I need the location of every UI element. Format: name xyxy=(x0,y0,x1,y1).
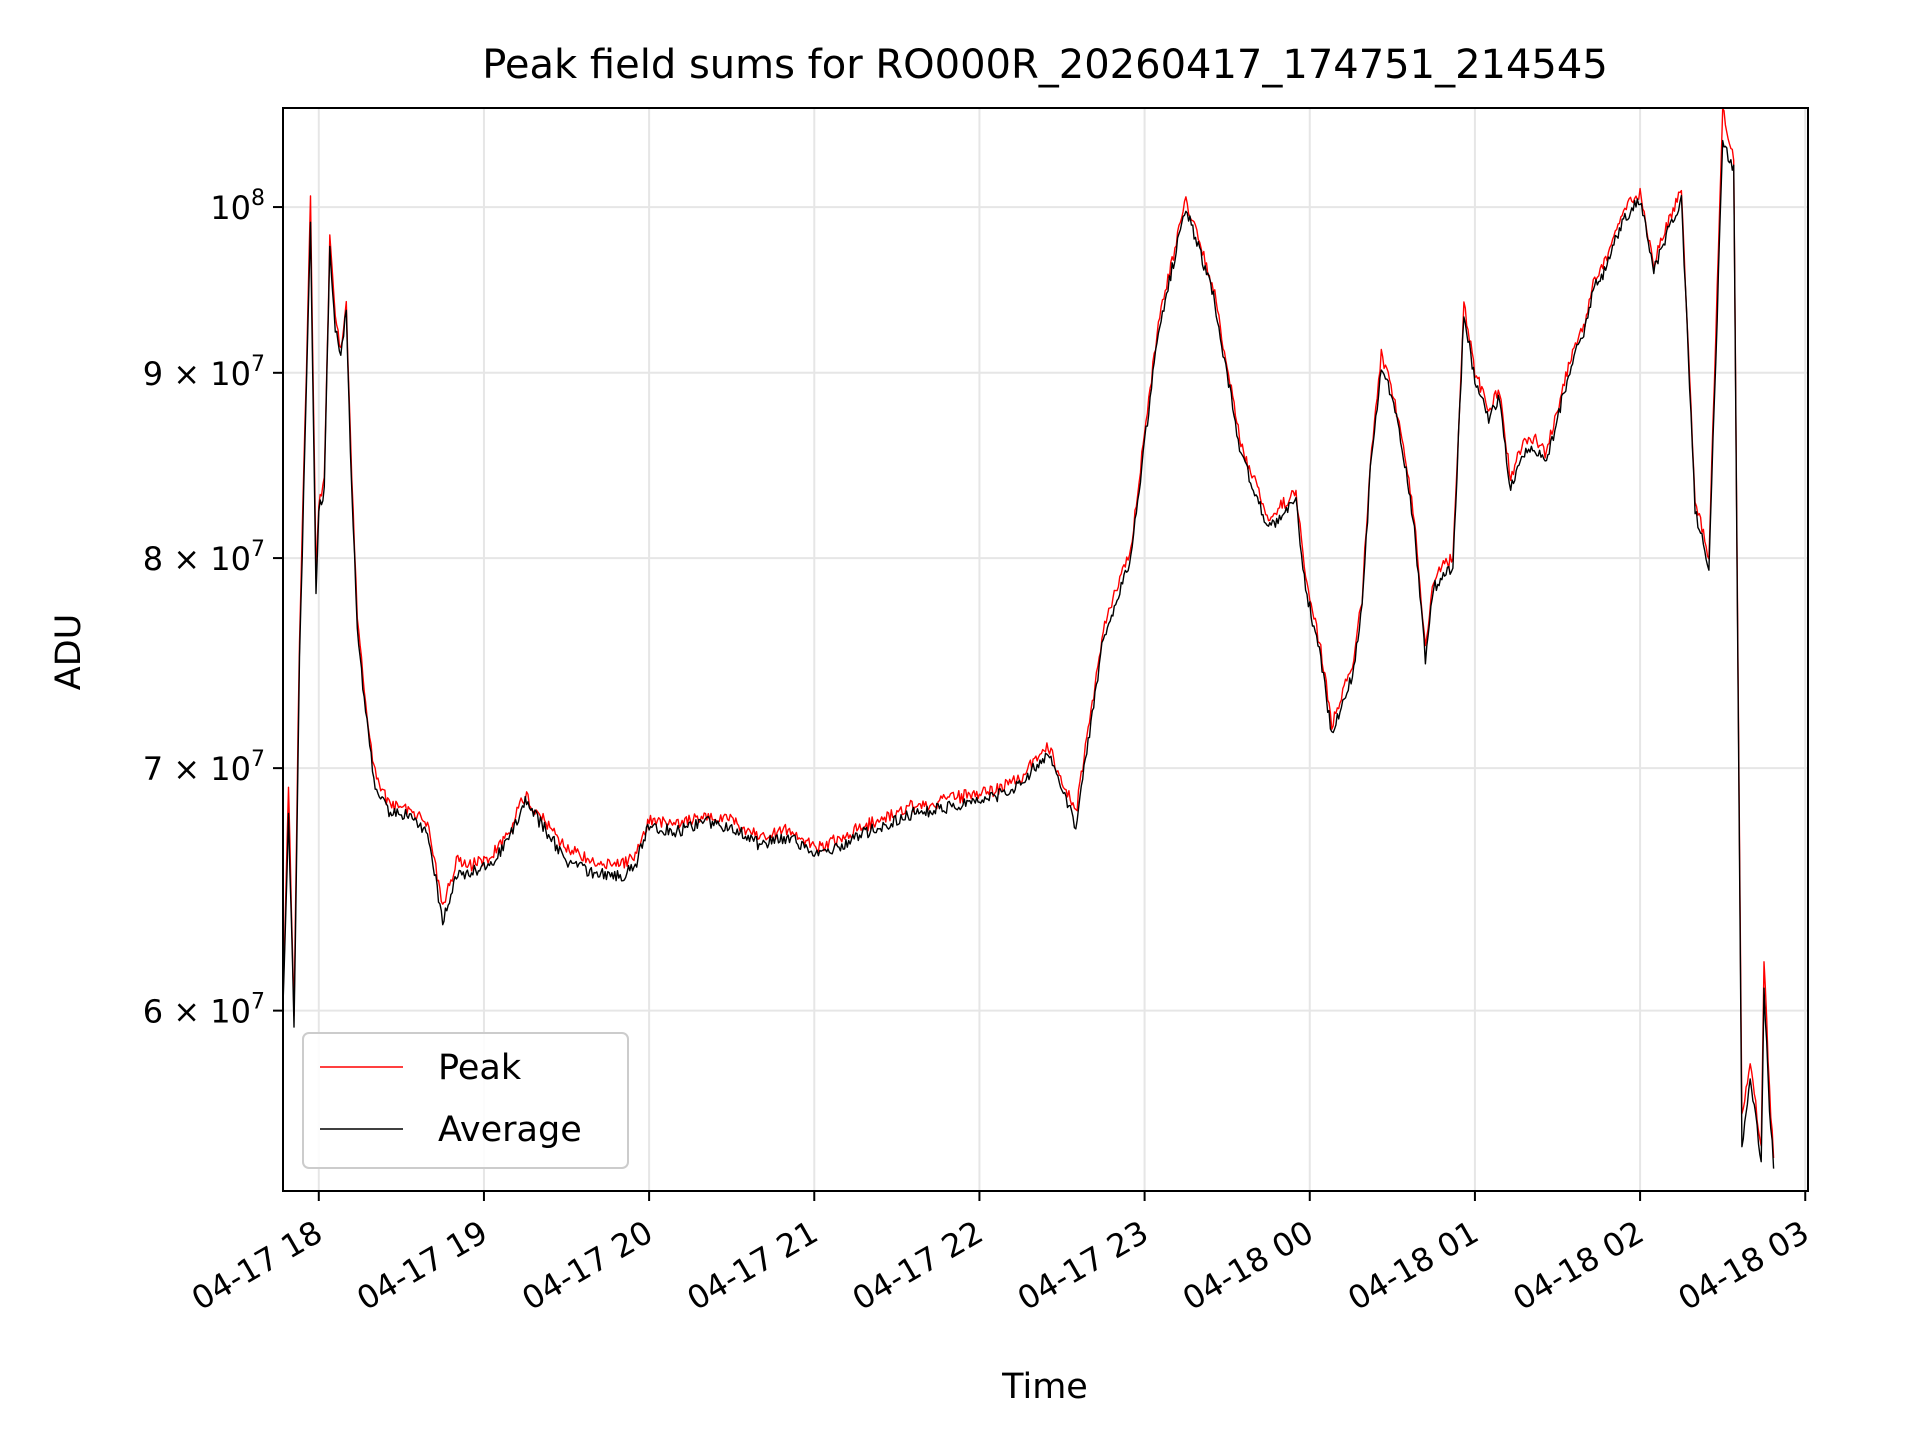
x-tick-label: 04-17 23 xyxy=(1011,1213,1155,1318)
y-tick-label: 108 xyxy=(210,186,265,227)
legend: Peak Average xyxy=(302,1032,629,1169)
legend-label-average: Average xyxy=(438,1110,582,1150)
plot-frame xyxy=(282,107,1809,1192)
y-tick-label: 6 × 107 xyxy=(143,990,265,1031)
y-axis-label: ADU xyxy=(49,614,89,691)
x-tick-label: 04-17 18 xyxy=(185,1213,329,1318)
x-tick-label: 04-18 02 xyxy=(1506,1213,1650,1318)
x-tick-label: 04-18 00 xyxy=(1176,1213,1320,1318)
x-tick-label: 04-18 03 xyxy=(1672,1213,1816,1318)
y-tick-label: 8 × 107 xyxy=(143,537,265,578)
x-tick-label: 04-17 19 xyxy=(350,1213,494,1318)
x-tick-label: 04-17 20 xyxy=(516,1213,660,1318)
x-tick-label: 04-17 21 xyxy=(681,1213,825,1318)
y-tick-label: 9 × 107 xyxy=(143,352,265,393)
legend-label-peak: Peak xyxy=(438,1048,522,1088)
series-line-average xyxy=(283,139,1775,1169)
x-axis-label: Time xyxy=(1001,1367,1088,1407)
x-tick-label: 04-17 22 xyxy=(846,1213,990,1318)
chart-title: Peak field sums for RO000R_20260417_1747… xyxy=(482,42,1608,88)
series-layer xyxy=(283,108,1775,1169)
series-line-peak xyxy=(283,108,1775,1159)
grid xyxy=(283,108,1808,1191)
y-tick-label: 7 × 107 xyxy=(143,747,265,788)
x-tick-label: 04-18 01 xyxy=(1341,1213,1485,1318)
